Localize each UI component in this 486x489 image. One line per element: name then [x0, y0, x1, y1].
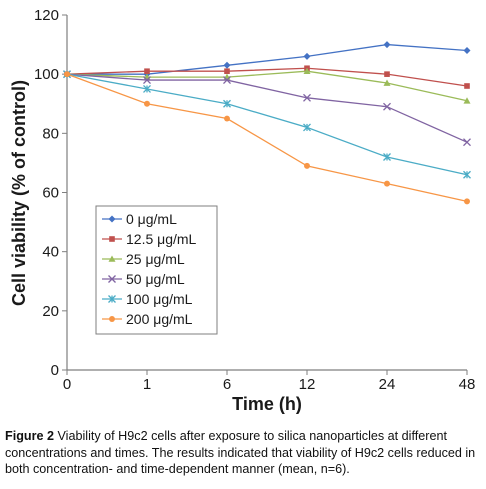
point-marker — [224, 68, 230, 75]
legend-box — [95, 205, 218, 335]
point-marker — [383, 102, 391, 111]
legend-item: 200 μg/mL — [102, 311, 193, 327]
point-marker — [463, 138, 471, 147]
legend-item: 0 μg/mL — [102, 211, 177, 227]
marker-stroke — [108, 275, 116, 283]
legend-item: 12.5 μg/mL — [102, 231, 197, 247]
series-line — [66, 73, 468, 176]
point-marker — [463, 47, 471, 54]
point-marker — [223, 99, 231, 108]
figure-caption: Figure 2 Viability of H9c2 cells after e… — [5, 428, 481, 478]
point-marker — [109, 316, 115, 322]
point-marker — [384, 71, 390, 77]
x-tick-label: 0 — [63, 376, 71, 393]
point-marker — [383, 41, 391, 49]
point-marker — [108, 275, 116, 283]
series-layer — [63, 41, 471, 205]
point-marker — [383, 79, 391, 86]
point-marker — [224, 115, 230, 122]
marker-stroke — [383, 102, 391, 111]
marker-stroke — [143, 76, 151, 85]
legend-label: 100 μg/mL — [126, 291, 193, 307]
y-tick-label: 120 — [34, 7, 59, 24]
legend-label: 50 μg/mL — [126, 271, 185, 287]
point-marker — [303, 93, 311, 102]
series-3 — [63, 67, 471, 104]
x-tick-label: 48 — [459, 376, 476, 393]
legend-item: 25 μg/mL — [102, 251, 185, 267]
x-tick-label: 1 — [143, 376, 151, 393]
point-marker — [109, 236, 115, 242]
y-tick-label: 0 — [51, 362, 59, 379]
y-axis-title: Cell viability (% of control) — [9, 80, 29, 306]
x-tick-label: 12 — [299, 376, 316, 393]
y-tick-label: 80 — [42, 125, 59, 142]
point-marker — [108, 255, 116, 262]
point-marker — [223, 76, 231, 85]
legend: 0 μg/mL 12.5 μg/mL 25 μg/mL 50 μg/mL 100 μg/… — [95, 205, 218, 335]
point-marker — [464, 198, 470, 205]
legend-label: 25 μg/mL — [126, 251, 185, 267]
legend-label: 12.5 μg/mL — [126, 231, 197, 247]
point-marker — [144, 100, 150, 107]
x-tick-label: 6 — [223, 376, 231, 393]
figure-label: Figure 2 — [5, 429, 54, 443]
marker-stroke — [303, 93, 311, 102]
x-axis-title: Time (h) — [232, 394, 302, 414]
legend-label: 200 μg/mL — [126, 311, 193, 327]
point-marker — [464, 83, 470, 89]
line-chart: 0 20 40 60 80 100 120 0 1 6 12 24 48 Cell viability… — [9, 7, 476, 414]
point-marker — [383, 153, 391, 161]
point-marker — [304, 162, 310, 169]
y-tick-label: 100 — [34, 66, 59, 83]
point-marker — [144, 68, 150, 75]
legend-item: 100 μg/mL — [102, 291, 193, 307]
point-marker — [143, 76, 151, 85]
legend-label: 0 μg/mL — [126, 211, 177, 227]
point-marker — [463, 97, 471, 104]
y-tick-label: 60 — [42, 185, 59, 202]
point-marker — [108, 295, 116, 303]
point-marker — [303, 52, 311, 60]
point-marker — [223, 61, 231, 69]
point-marker — [303, 67, 311, 75]
point-marker — [463, 170, 471, 179]
y-axis-ticks: 0 20 40 60 80 100 120 — [34, 7, 67, 379]
series-line — [66, 73, 468, 143]
marker-stroke — [463, 138, 471, 147]
y-tick-label: 20 — [42, 303, 59, 320]
point-marker — [143, 84, 151, 93]
marker-stroke — [223, 76, 231, 85]
x-axis-ticks: 0 1 6 12 24 48 — [63, 370, 476, 393]
point-marker — [384, 180, 390, 187]
series-5 — [63, 70, 471, 179]
series-6 — [64, 71, 470, 205]
caption-text: Viability of H9c2 cells after exposure t… — [5, 429, 476, 476]
x-tick-label: 24 — [379, 376, 396, 393]
point-marker — [108, 215, 116, 223]
series-line — [66, 67, 468, 87]
point-marker — [303, 123, 311, 132]
series-line — [66, 70, 468, 102]
legend-item: 50 μg/mL — [102, 271, 185, 287]
series-4 — [63, 70, 471, 147]
series-line — [66, 73, 468, 203]
y-tick-label: 40 — [42, 244, 59, 261]
series-line — [67, 43, 468, 75]
point-marker — [64, 71, 70, 78]
